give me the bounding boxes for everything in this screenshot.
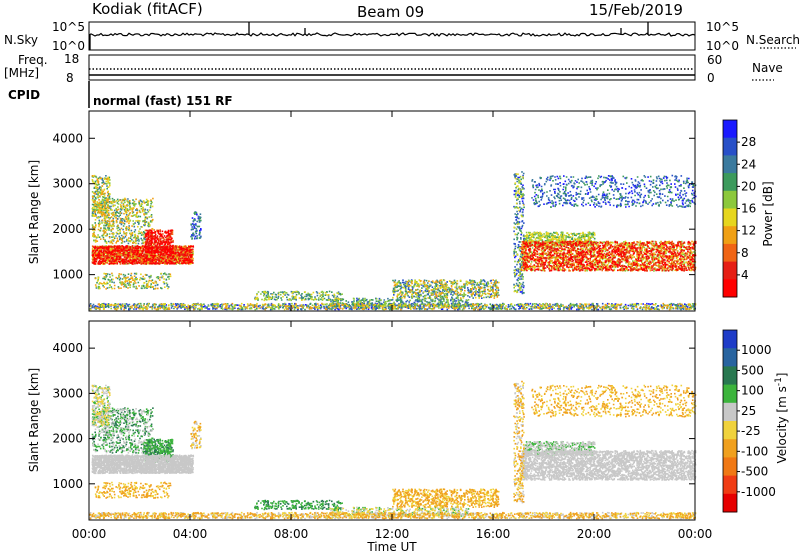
colorbar-tick-label: 100 (741, 384, 764, 398)
x-tick-label: 20:00 (577, 527, 612, 541)
velocity-panel-bg (89, 321, 695, 520)
colorbar-cell (723, 402, 737, 422)
power-scatter (91, 229, 697, 272)
nsky-tick-high: 10^5 (52, 20, 85, 34)
y-tick-label: 4000 (52, 131, 83, 145)
colorbar-tick-label: 20 (741, 179, 756, 193)
colorbar-tick-label: 28 (741, 135, 756, 149)
colorbar-tick-label: 24 (741, 157, 756, 171)
colorbar-cell (723, 120, 737, 139)
velocity-y-axis: 1000 2000 3000 4000 (52, 341, 695, 491)
y-tick-label: 2000 (52, 222, 83, 236)
freq-label-2: [MHz] (4, 66, 39, 80)
date-title: 15/Feb/2019 (589, 1, 683, 19)
cpid-text: normal (fast) 151 RF (93, 94, 233, 108)
colorbar-tick-label: 1000 (741, 343, 772, 357)
velocity-scatter (91, 407, 343, 511)
nave-tick-high: 60 (707, 53, 722, 67)
y-tick-label: 2000 (52, 432, 83, 446)
power-ylabel: Slant Range [km] (27, 160, 41, 264)
power-scatter (89, 173, 697, 311)
colorbar-cell (723, 243, 737, 263)
nsky-line (88, 32, 696, 37)
colorbar-cell (723, 475, 737, 495)
x-tick-label: 00:00 (72, 527, 107, 541)
nsearch-tick-high: 10^5 (706, 20, 739, 34)
nsearch-tick-low: 10^0 (706, 39, 739, 53)
nsky-panel (88, 21, 696, 51)
x-tick-label: 00:00 (678, 527, 713, 541)
colorbar-cell (723, 330, 737, 349)
nsky-label: N.Sky (4, 33, 38, 47)
nsky-tick-low: 10^0 (52, 39, 85, 53)
nsearch-label: N.Search (746, 33, 800, 47)
freq-panel (88, 54, 696, 81)
y-tick-label: 1000 (52, 477, 83, 491)
velocity-colorbar: -1000 -500 -100 -25 25 100 500 1000 (722, 329, 776, 513)
colorbar-tick-label: -500 (741, 465, 768, 479)
power-scatter (89, 175, 697, 311)
colorbar-tick-label: -25 (741, 424, 761, 438)
colorbar-cell (723, 173, 737, 192)
station-title: Kodiak (fitACF) (92, 0, 203, 18)
colorbar-tick-label: 12 (741, 224, 756, 238)
y-tick-label: 3000 (52, 386, 83, 400)
beam-title: Beam 09 (357, 3, 424, 21)
freq-label-1: Freq. (18, 53, 48, 67)
time-x-axis: 00:00 04:00 08:00 12:00 16:00 20:00 00:00 (72, 111, 713, 541)
colorbar-cell (723, 384, 737, 404)
colorbar-tick-label: -1000 (741, 485, 776, 499)
colorbar-tick-label: 4 (741, 268, 749, 282)
power-panel-bg (89, 111, 695, 311)
colorbar-cell (723, 457, 737, 477)
power-y-axis: 1000 2000 3000 4000 (52, 131, 695, 282)
nave-tick-low: 0 (707, 71, 715, 85)
x-tick-label: 08:00 (274, 527, 309, 541)
cpid-label: CPID (8, 88, 40, 102)
y-tick-label: 1000 (52, 268, 83, 282)
colorbar-cell (723, 226, 737, 245)
x-tick-label: 04:00 (173, 527, 208, 541)
xlabel: Time UT (366, 540, 417, 554)
colorbar-cell (723, 439, 737, 458)
power-scatter (89, 173, 696, 311)
freq-tick-high: 18 (64, 52, 79, 66)
x-tick-label: 16:00 (476, 527, 511, 541)
colorbar-cell (723, 493, 737, 513)
velocity-ylabel: Slant Range [km] (27, 368, 41, 472)
freq-tick-low: 8 (66, 71, 74, 85)
colorbar-frame (722, 329, 738, 513)
power-colorbar-label: Power [dB] (761, 181, 775, 246)
y-tick-label: 4000 (52, 341, 83, 355)
colorbar-tick-label: 16 (741, 202, 756, 216)
velocity-heatmap (89, 380, 697, 520)
y-tick-label: 3000 (52, 177, 83, 191)
nsky-trace (88, 22, 696, 50)
colorbar-cell (723, 208, 737, 227)
colorbar-cell (723, 366, 737, 386)
colorbar-tick-label: 500 (741, 363, 764, 377)
colorbar-cell (723, 190, 737, 209)
nave-label: Nave (752, 61, 783, 75)
colorbar-tick-label: -100 (741, 444, 768, 458)
colorbar-cell (723, 137, 737, 156)
colorbar-tick-label: 8 (741, 246, 749, 260)
colorbar-cell (723, 279, 737, 298)
power-scatter (91, 229, 697, 272)
power-scatter (91, 229, 697, 272)
power-heatmap (89, 171, 697, 311)
colorbar-cell (723, 261, 737, 280)
velocity-colorbar-label: Velocity [m s-1] (774, 373, 789, 464)
colorbar-cell (723, 421, 737, 440)
colorbar-tick-label: 25 (741, 404, 756, 418)
power-colorbar: 4 8 12 16 20 24 28 (722, 119, 756, 298)
x-tick-label: 12:00 (375, 527, 410, 541)
colorbar-cell (723, 155, 737, 174)
colorbar-cell (723, 348, 737, 367)
